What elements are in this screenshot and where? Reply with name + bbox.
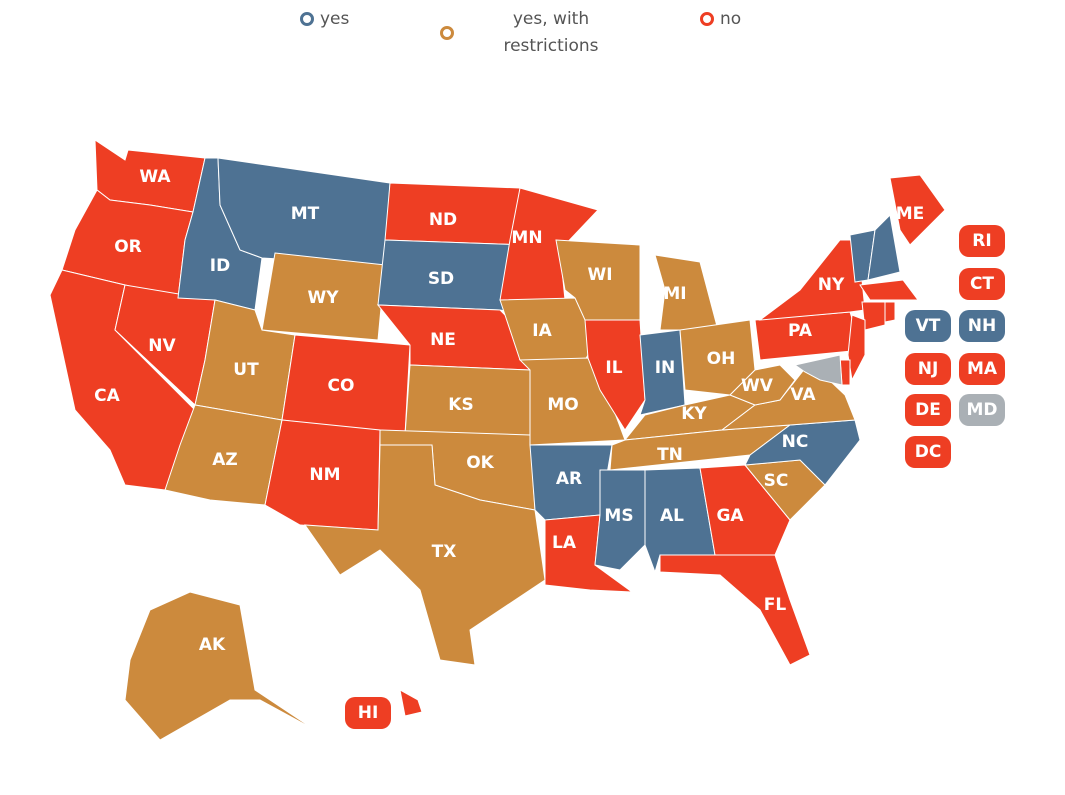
state-label: NE <box>430 330 456 350</box>
state-label: WV <box>741 376 774 396</box>
state-label: NM <box>309 465 340 485</box>
legend-swatch <box>700 12 714 26</box>
state-shape <box>867 213 901 281</box>
legend-item: no <box>700 6 741 33</box>
state-labels: WA OR CA NV ID MT WY UT AZ CO NM ND SD NE KS OK TX MN IA MO… <box>94 167 1005 729</box>
state-label: VT <box>916 316 941 336</box>
legend-item: yes, with restrictions <box>440 6 606 60</box>
state-badge <box>959 353 1005 385</box>
state-label: MT <box>291 204 320 224</box>
state-shape <box>124 591 316 741</box>
state-shape <box>859 279 919 301</box>
state-shape <box>303 444 546 666</box>
state-badge <box>905 353 951 385</box>
state-label: TN <box>657 445 683 465</box>
state-label: TX <box>432 542 457 562</box>
state-label: NY <box>818 275 845 295</box>
state-label: WY <box>307 288 339 308</box>
state-shape <box>884 301 896 323</box>
state-label: OK <box>466 453 494 473</box>
state-shape <box>889 174 946 246</box>
state-badge <box>345 697 391 729</box>
state-label: CA <box>94 386 120 406</box>
state-label: MO <box>547 395 578 415</box>
state-label: VA <box>790 385 816 405</box>
state-shape <box>584 319 646 431</box>
state-badge <box>959 310 1005 342</box>
state-label: MN <box>511 228 542 248</box>
state-label: KY <box>681 404 707 424</box>
state-label: DC <box>915 442 942 462</box>
state-label: CT <box>970 274 994 294</box>
state-label: AR <box>556 469 582 489</box>
legend-swatch <box>440 26 454 40</box>
state-shape <box>639 329 686 416</box>
legend-label: no <box>720 9 742 29</box>
state-label: PA <box>788 321 813 341</box>
state-shape <box>793 354 843 386</box>
state-label: ME <box>896 204 925 224</box>
state-label: AL <box>660 506 684 526</box>
state-label: MD <box>966 400 997 420</box>
state-shape <box>699 464 791 556</box>
state-label: NV <box>148 336 176 356</box>
state-badge <box>959 394 1005 426</box>
state-shape <box>261 252 386 341</box>
state-shape <box>729 364 796 406</box>
state-badge <box>959 225 1005 257</box>
state-shape <box>399 689 423 717</box>
legend-swatch <box>300 12 314 26</box>
state-badge <box>905 436 951 468</box>
state-label: RI <box>972 231 991 251</box>
state-label: WI <box>587 265 612 285</box>
state-label: ND <box>429 210 457 230</box>
state-label: WA <box>139 167 171 187</box>
state-badge <box>905 310 951 342</box>
legend-item: yes <box>300 6 349 33</box>
state-label: NC <box>782 432 809 452</box>
state-label: MA <box>967 359 998 379</box>
legend-label: yes <box>320 9 350 29</box>
state-label: GA <box>716 506 744 526</box>
state-label: OH <box>707 349 736 369</box>
state-label: DE <box>915 400 941 420</box>
state-label: NJ <box>918 359 939 379</box>
state-label: AK <box>199 635 226 655</box>
state-label: ID <box>210 256 230 276</box>
state-label: NH <box>968 316 996 336</box>
state-shape <box>847 314 866 382</box>
state-label: FL <box>764 595 787 615</box>
state-label: UT <box>233 360 259 380</box>
state-label: KS <box>448 395 473 415</box>
state-label: HI <box>358 703 379 723</box>
state-badge <box>905 394 951 426</box>
state-label: CO <box>328 376 355 396</box>
state-label: OR <box>114 237 142 257</box>
state-label: AZ <box>212 450 237 470</box>
state-label: MI <box>663 284 686 304</box>
state-label: SC <box>764 471 789 491</box>
state-label: SD <box>428 269 454 289</box>
state-label: IA <box>532 321 552 341</box>
state-label: IN <box>655 358 676 378</box>
states <box>49 139 946 741</box>
state-shape <box>758 239 866 321</box>
state-label: MS <box>604 506 633 526</box>
state-badge <box>959 268 1005 300</box>
legend-label: yes, with restrictions <box>503 9 599 56</box>
state-label: LA <box>552 533 577 553</box>
state-shape <box>659 554 811 666</box>
state-label: IL <box>605 358 622 378</box>
